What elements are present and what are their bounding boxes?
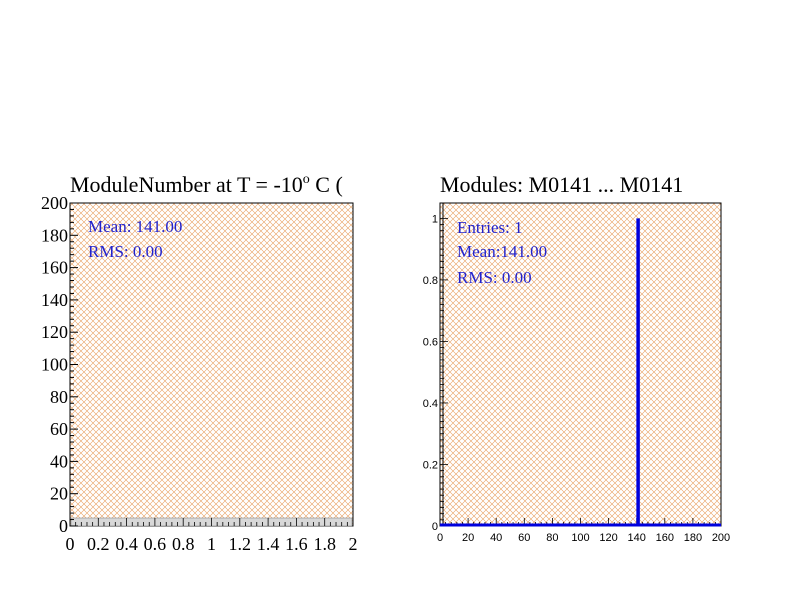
left-stat-mean: Mean: 141.00 [88,217,182,236]
left-x-tick-label: 1.8 [313,534,336,554]
left-y-tick-label: 100 [41,355,68,375]
left-histogram: ModuleNumber at T = -10o C ( 02040608010… [41,172,358,554]
left-y-tick-label: 200 [41,193,68,213]
right-x-tick-label: 180 [684,532,702,544]
right-x-axis: 0 20 40 60 80 100 120 140 160 180 200 [437,518,730,544]
left-y-tick-label: 160 [41,258,68,278]
right-y-tick-label: 0.4 [423,398,438,410]
left-y-tick-label: 0 [59,516,68,536]
right-stat-mean: Mean:141.00 [457,242,547,261]
left-x-tick-label: 0.4 [115,534,138,554]
right-x-tick-label: 60 [518,532,530,544]
right-stat-rms: RMS: 0.00 [457,268,532,287]
left-y-axis: 0 20 40 60 80 100 120 140 160 180 200 [41,193,78,536]
right-y-tick-label: 0.6 [423,336,438,348]
left-x-tick-label: 1.2 [229,534,252,554]
left-x-tick-label: 1 [207,534,216,554]
left-plot-area [69,202,354,527]
left-y-tick-label: 20 [50,484,68,504]
right-histogram: Modules: M0141 ... M0141 00.20.40.60.81 … [423,172,730,544]
left-x-tick-label: 0.2 [87,534,110,554]
left-title: ModuleNumber at T = -10o C ( [70,172,343,197]
right-x-tick-label: 80 [546,532,558,544]
left-x-tick-label: 1.4 [257,534,280,554]
right-bins [440,218,721,527]
right-y-tick-label: 0.8 [423,275,438,287]
right-x-tick-label: 200 [712,532,730,544]
left-x-tick-label: 0.8 [172,534,195,554]
left-y-tick-label: 60 [50,419,68,439]
left-y-tick-label: 140 [41,290,68,310]
left-stat-rms: RMS: 0.00 [88,242,163,261]
right-x-tick-label: 40 [490,532,502,544]
left-y-tick-label: 40 [50,451,68,471]
right-x-tick-label: 0 [437,532,443,544]
right-x-tick-label: 20 [462,532,474,544]
right-y-tick-label: 0 [432,521,438,533]
right-title: Modules: M0141 ... M0141 [440,172,683,197]
left-y-tick-label: 80 [50,387,68,407]
left-x-tick-label: 0.6 [144,534,167,554]
right-y-tick-label: 1 [432,213,438,225]
right-x-tick-label: 100 [571,532,589,544]
left-x-tick-label: 2 [349,534,358,554]
right-y-axis: 0 0.2 0.4 0.6 0.8 1 [423,213,448,533]
right-x-tick-label: 120 [599,532,617,544]
right-y-tick-label: 0.2 [423,459,438,471]
right-stat-entries: Entries: 1 [457,218,523,237]
left-y-tick-label: 120 [41,322,68,342]
left-x-tick-label: 0 [66,534,75,554]
right-x-tick-label: 140 [628,532,646,544]
left-y-tick-label: 180 [41,225,68,245]
right-plot-area [439,202,722,527]
right-x-tick-label: 160 [656,532,674,544]
left-x-axis: 0 0.2 0.4 0.6 0.8 1 1.2 1.4 1.6 1.8 2 [66,518,358,554]
left-x-tick-label: 1.6 [285,534,308,554]
